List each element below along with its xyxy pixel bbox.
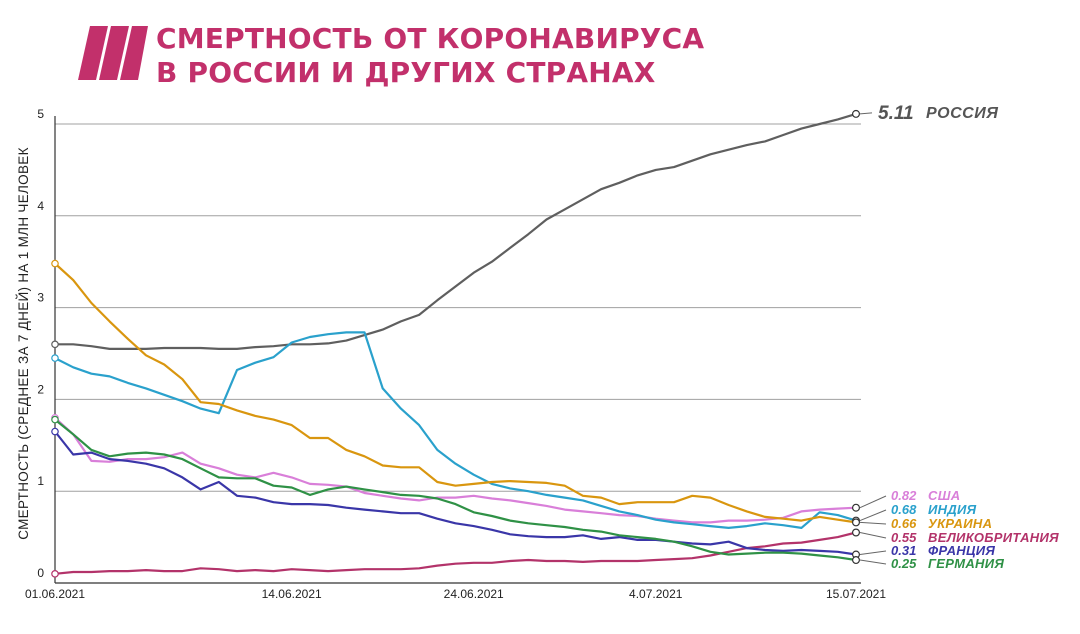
series-line [53,416,858,524]
end-label-value: 0.66 [891,516,917,531]
series-start-point [51,570,59,578]
label-leader-line [859,521,887,525]
label-leader-line [859,495,887,509]
end-label-name: ГЕРМАНИЯ [928,556,1004,571]
series-start-point [51,354,59,362]
series-end-point [851,528,860,537]
series-start-point [51,340,59,349]
slashes-icon [78,26,148,80]
series-line [53,112,858,350]
series-end-point [851,503,860,512]
end-label-name: ИНДИЯ [928,502,977,517]
page-title-line-2: В РОССИИ И ДРУГИХ СТРАНАХ [156,56,656,89]
y-tick-label: 1 [37,474,44,488]
end-label-value: 0.31 [891,543,916,558]
end-label-name: УКРАИНА [928,516,992,531]
series-end-point [851,556,860,565]
series-start-point [51,259,59,268]
y-tick-label: 4 [37,199,44,213]
brand-logo [78,26,148,80]
x-tick-label: 24.06.2021 [444,587,504,601]
end-label-value: 5.11 [878,103,914,124]
label-leader-line [859,550,887,556]
series-line [53,331,858,530]
x-tick-label: 14.06.2021 [262,587,322,601]
series-start-point [51,427,59,436]
label-leader-line [859,559,887,565]
label-leader-line [859,112,873,115]
series-end-point [851,518,860,527]
x-tick-label: 15.07.2021 [826,587,886,601]
label-leader-line [859,532,887,539]
end-label-name: ФРАНЦИЯ [928,543,995,558]
end-label-name: ВЕЛИКОБРИТАНИЯ [928,530,1059,545]
end-label-value: 0.82 [891,488,917,503]
label-leader-line [859,509,887,522]
end-label-value: 0.55 [891,530,917,545]
y-tick-label: 0 [37,566,44,580]
end-label-name: РОССИЯ [926,105,998,122]
series-start-point [51,415,59,424]
end-label-value: 0.25 [891,556,917,571]
page-title-line-1: СМЕРТНОСТЬ ОТ КОРОНАВИРУСА [156,22,705,55]
end-label-name: США [928,488,960,503]
x-tick-label: 01.06.2021 [25,587,85,601]
y-tick-label: 5 [37,107,44,121]
y-tick-label: 3 [37,291,44,305]
series-line [53,430,858,556]
end-label-value: 0.68 [891,502,917,517]
series-line [53,262,858,524]
series-end-point [851,109,860,118]
y-axis-title: СМЕРТНОСТЬ (СРЕДНЕЕ ЗА 7 ДНЕЙ) НА 1 МЛН … [16,147,31,540]
x-tick-label: 4.07.2021 [629,587,683,601]
y-tick-label: 2 [37,382,44,396]
series-line [53,418,858,562]
